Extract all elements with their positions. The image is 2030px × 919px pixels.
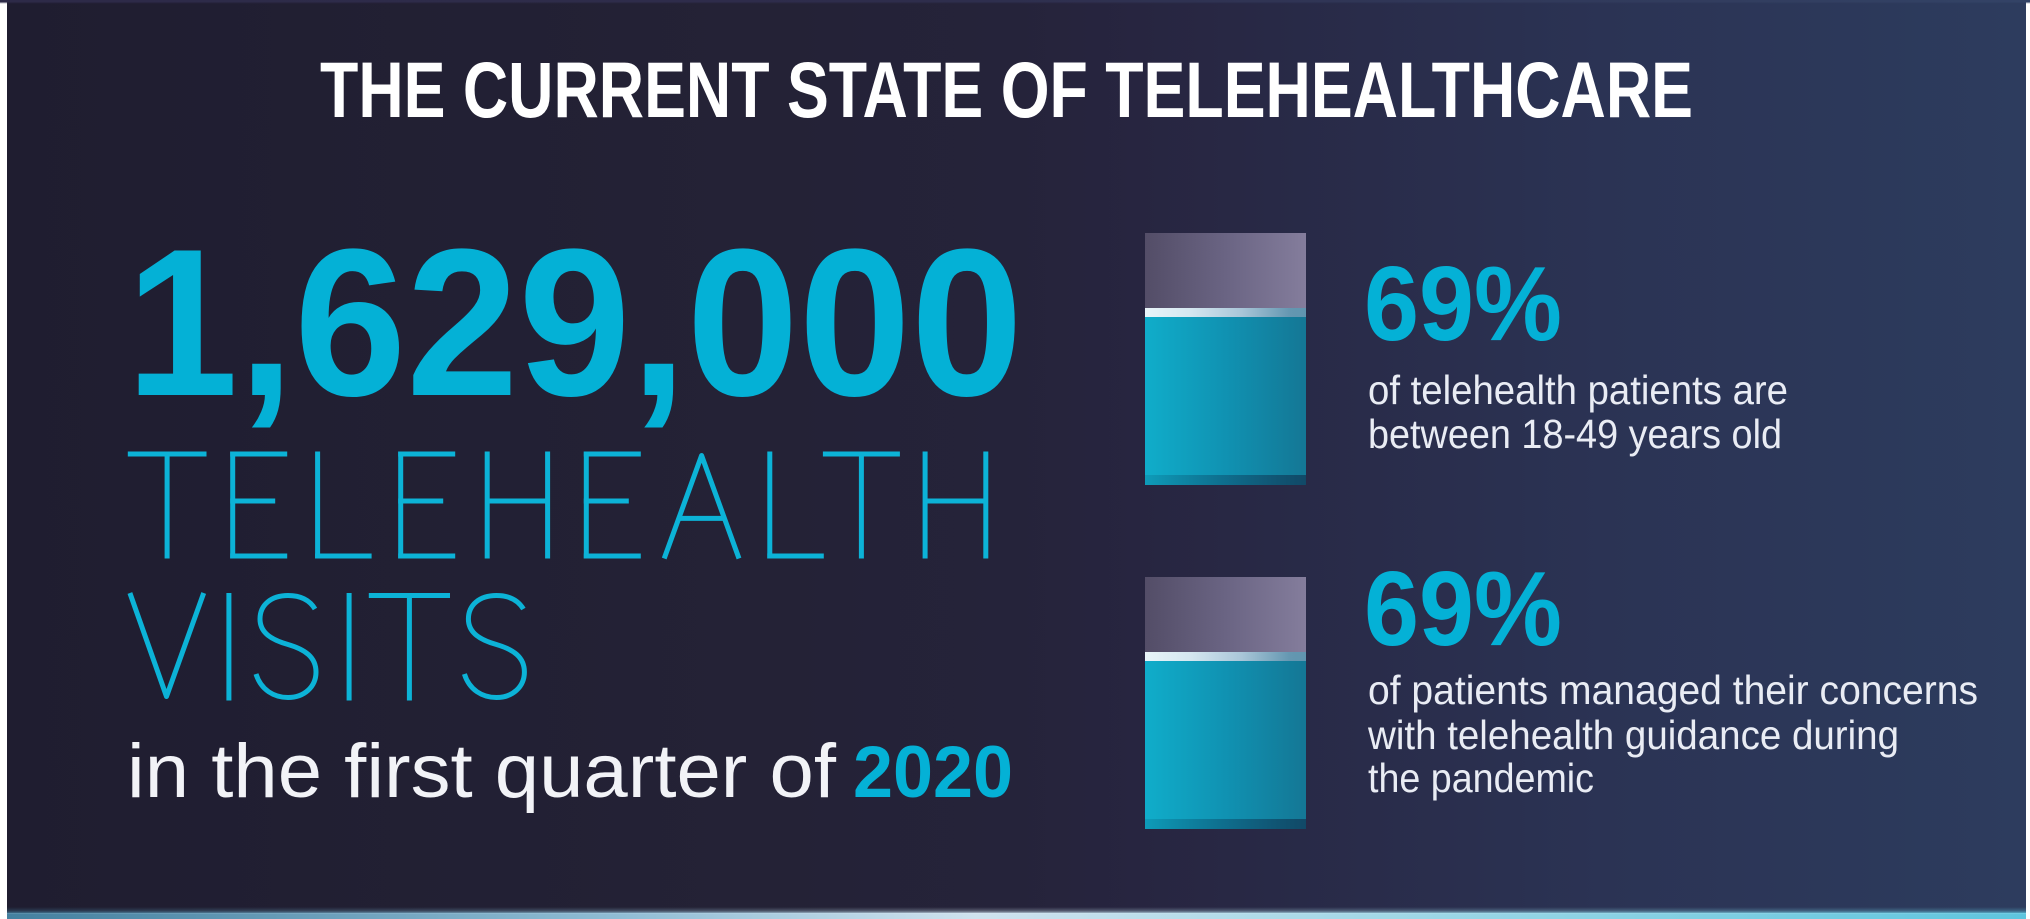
- svg-text:between 18-49 years old: between 18-49 years old: [1368, 411, 1782, 457]
- svg-text:the pandemic: the pandemic: [1368, 755, 1594, 801]
- svg-text:of telehealth patients are: of telehealth patients are: [1368, 367, 1788, 413]
- svg-text:in the first quarter of: in the first quarter of: [127, 729, 837, 814]
- svg-text:69%: 69%: [1364, 245, 1562, 363]
- svg-text:THE CURRENT STATE OF TELEHEALT: THE CURRENT STATE OF TELEHEALTHCARE: [320, 45, 1693, 134]
- svg-text:1,629,000: 1,629,000: [126, 205, 1023, 440]
- svg-text:2020: 2020: [853, 732, 1013, 813]
- svg-text:with telehealth guidance durin: with telehealth guidance during: [1367, 712, 1899, 758]
- svg-text:69%: 69%: [1364, 550, 1562, 668]
- svg-text:of patients managed their conc: of patients managed their concerns: [1368, 667, 1978, 713]
